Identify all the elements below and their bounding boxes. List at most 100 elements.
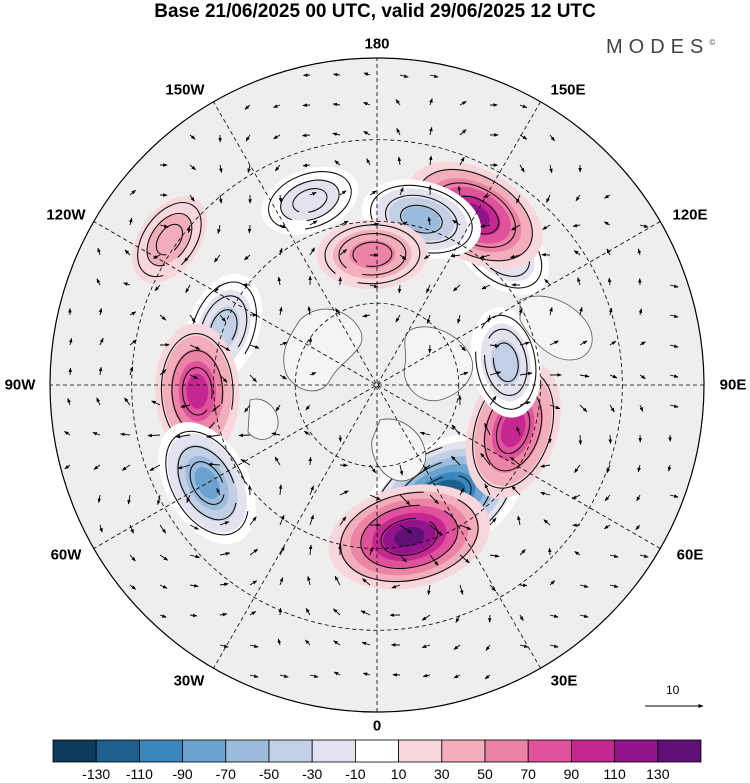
- wind-vector: [519, 644, 529, 648]
- streamline: [137, 202, 202, 278]
- wind-vector: [519, 583, 528, 588]
- wind-vector: [361, 641, 371, 646]
- colorbar-swatch: [614, 739, 659, 763]
- wind-vector: [369, 464, 376, 474]
- wind-vector: [249, 374, 257, 383]
- wind-vector: [575, 194, 581, 202]
- wind-vector: [68, 367, 73, 376]
- wind-vector: [543, 519, 551, 526]
- wind-vector: [369, 546, 373, 556]
- wind-vector: [519, 341, 530, 346]
- wind-vector: [608, 307, 613, 316]
- wind-vector: [333, 608, 341, 616]
- wind-vector: [452, 284, 461, 292]
- reference-vector-label: 10: [666, 683, 680, 697]
- wind-vector: [308, 544, 313, 556]
- wind-vector: [159, 614, 167, 618]
- wind-vector: [639, 404, 644, 412]
- wind-vector: [305, 607, 311, 616]
- wind-vector: [218, 164, 223, 173]
- wind-vector: [245, 134, 251, 142]
- colorbar-tick-label: -90: [172, 766, 193, 782]
- wind-vector: [607, 277, 612, 286]
- wind-vector: [279, 546, 285, 556]
- wind-vector: [360, 610, 371, 616]
- coastline: [519, 295, 593, 361]
- lon-label-180: 180: [364, 35, 390, 53]
- wind-vector: [159, 524, 167, 534]
- wind-vector: [489, 517, 497, 526]
- wind-vector: [427, 584, 431, 596]
- wind-vector: [609, 554, 619, 558]
- wind-vector: [604, 194, 611, 199]
- wind-vector: [67, 397, 71, 406]
- colorbar-swatch: [311, 739, 356, 763]
- wind-vector: [519, 371, 533, 376]
- colorbar-swatch: [95, 739, 140, 763]
- colorbar-swatch: [571, 739, 616, 763]
- wind-vector: [509, 254, 521, 259]
- wind-vector: [427, 216, 432, 226]
- wind-vector: [129, 584, 137, 590]
- wind-vector: [339, 490, 349, 496]
- wind-vector: [421, 614, 431, 621]
- wind-vector: [149, 464, 161, 471]
- colorbar-swatch: [484, 739, 529, 763]
- wind-vector: [479, 254, 491, 259]
- wind-vector: [609, 374, 618, 379]
- coastline: [247, 398, 279, 440]
- wind-vector: [397, 156, 402, 166]
- colorbar-swatch: [657, 739, 702, 763]
- wind-vector: [279, 374, 287, 380]
- wind-vector: [189, 583, 199, 588]
- wind-vector: [369, 190, 377, 196]
- wind-vector: [275, 404, 281, 412]
- wind-vector: [249, 611, 257, 616]
- wind-vector: [429, 98, 433, 106]
- colorbar-tick-label: -70: [215, 766, 236, 782]
- wind-vector: [572, 223, 581, 228]
- wind-vector: [397, 284, 402, 294]
- wind-vector: [635, 524, 641, 531]
- lon-label-120e: 120E: [672, 206, 708, 224]
- streamline: [146, 212, 193, 267]
- wind-vector: [399, 74, 409, 78]
- wind-vector: [219, 552, 231, 556]
- lon-label-150e: 150E: [550, 81, 586, 99]
- streamline: [292, 188, 328, 214]
- wind-vector: [339, 220, 349, 226]
- colorbar-swatch: [354, 739, 399, 763]
- lon-label-150w: 150W: [165, 81, 205, 99]
- wind-vector: [451, 455, 461, 466]
- wind-vector: [574, 551, 581, 556]
- wind-vector: [189, 613, 198, 618]
- wind-vector: [274, 164, 281, 172]
- lon-label-90w: 90W: [4, 376, 36, 394]
- wind-vector: [450, 253, 461, 258]
- wind-vector: [309, 514, 314, 526]
- wind-vector: [453, 674, 461, 679]
- wind-vector: [249, 580, 258, 586]
- wind-vector: [399, 494, 411, 506]
- wind-vector: [333, 72, 341, 77]
- wind-vector: [426, 314, 431, 324]
- wind-vector: [129, 524, 134, 534]
- wind-vector: [189, 164, 196, 171]
- wind-vector: [609, 584, 619, 588]
- wind-vector: [339, 190, 347, 196]
- wind-vector: [579, 374, 590, 378]
- colorbar-swatch: [398, 739, 443, 763]
- wind-vector: [429, 524, 443, 536]
- chart-title: Base 21/06/2025 00 UTC, valid 29/06/2025…: [154, 1, 596, 22]
- wind-vector: [96, 397, 101, 406]
- colorbar-swatch: [225, 739, 270, 763]
- wind-vector: [334, 575, 341, 586]
- wind-vector: [99, 524, 103, 533]
- streamline: [181, 366, 213, 416]
- wind-vector: [339, 249, 348, 256]
- wind-vector: [175, 434, 191, 439]
- lon-label-30e: 30E: [550, 672, 578, 690]
- wind-vector: [279, 247, 283, 256]
- wind-vector: [489, 584, 496, 592]
- wind-vector: [669, 374, 679, 378]
